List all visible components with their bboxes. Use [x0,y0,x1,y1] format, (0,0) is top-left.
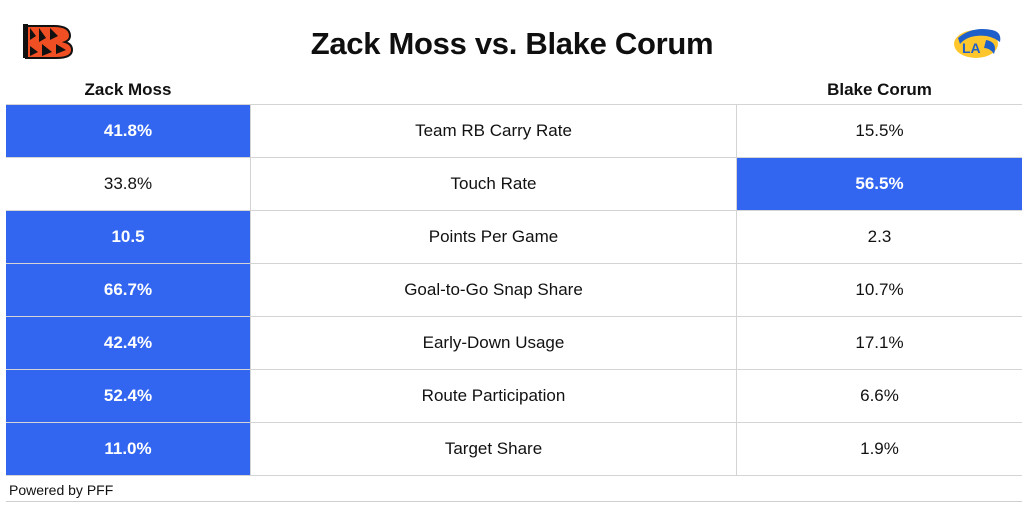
table-row: 41.8% Team RB Carry Rate 15.5% [6,105,1022,158]
table-row: 10.5 Points Per Game 2.3 [6,211,1022,264]
right-player-header: Blake Corum [827,80,932,99]
divider [6,501,1022,502]
metric-label-cell: Goal-to-Go Snap Share [250,264,737,316]
right-value-cell: 2.3 [867,227,892,246]
footer-credit: Powered by PFF [9,482,114,498]
right-value-cell: 15.5% [855,121,904,140]
table-row: 11.0% Target Share 1.9% [6,423,1022,476]
metric-label-cell: Early-Down Usage [250,317,737,369]
left-value-cell: 52.4% [6,370,250,422]
left-value-cell: 33.8% [103,174,153,193]
rams-logo-icon: LA [950,20,1006,64]
left-value-cell: 42.4% [6,317,250,369]
left-value-cell: 66.7% [6,264,250,316]
table-row: 52.4% Route Participation 6.6% [6,370,1022,423]
bengals-logo-icon [22,18,76,62]
right-value-cell: 56.5% [737,158,1022,210]
table-row: 33.8% Touch Rate 56.5% [6,158,1022,211]
left-value-cell: 10.5 [6,211,250,263]
metric-label-cell: Points Per Game [250,211,737,263]
metric-label-cell: Team RB Carry Rate [250,105,737,157]
left-value-cell: 11.0% [6,423,250,475]
svg-text:LA: LA [962,40,981,56]
left-value-cell: 41.8% [6,105,250,157]
left-player-header: Zack Moss [84,80,172,99]
metric-label-cell: Route Participation [250,370,737,422]
table-row: 66.7% Goal-to-Go Snap Share 10.7% [6,264,1022,317]
page-title: Zack Moss vs. Blake Corum [310,26,714,61]
table-row: 42.4% Early-Down Usage 17.1% [6,317,1022,370]
comparison-table: 41.8% Team RB Carry Rate 15.5% 33.8% Tou… [6,104,1022,478]
right-value-cell: 17.1% [855,333,904,352]
metric-label-cell: Target Share [250,423,737,475]
metric-label-cell: Touch Rate [250,158,737,210]
right-value-cell: 10.7% [855,280,904,299]
right-value-cell: 6.6% [860,386,899,405]
right-value-cell: 1.9% [860,439,899,458]
